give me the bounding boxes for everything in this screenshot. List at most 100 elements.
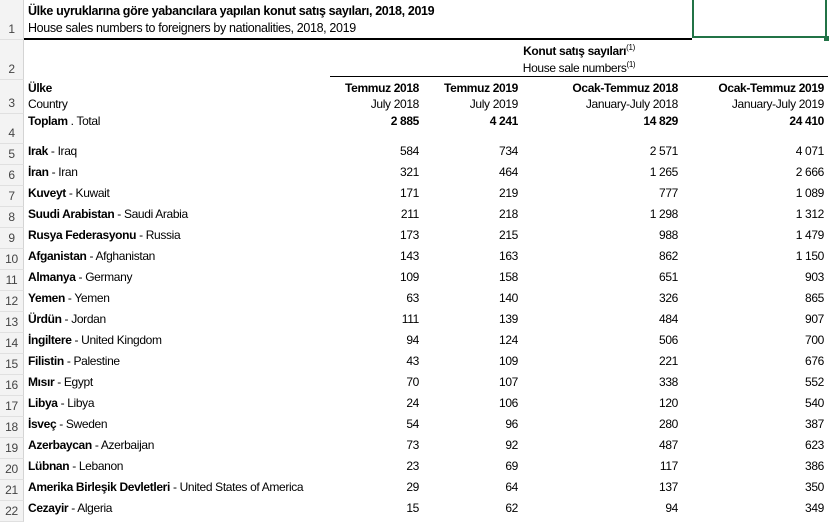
country-name-tr: Azerbaycan [28, 438, 92, 452]
value-cell: 109 [400, 270, 419, 284]
selected-cell[interactable] [692, 0, 827, 38]
value-cell: 865 [805, 291, 824, 305]
country-name-en: Egypt [63, 375, 93, 389]
country-name-en: Lebanon [78, 459, 124, 473]
value-cell: 651 [659, 270, 678, 284]
value-cell: 321 [400, 165, 419, 179]
row-header[interactable]: 11 [0, 270, 24, 291]
country-name-tr: Cezayir [28, 501, 69, 515]
value-cell: 349 [805, 501, 824, 515]
country-name-tr: Amerika Birleşik Devletleri [28, 480, 170, 494]
column-header-tr: Ocak-Temmuz 2019 [718, 81, 824, 95]
column-header-en: July 2018 [370, 97, 420, 111]
column-header-tr: Temmuz 2018 [345, 81, 419, 95]
value-cell: 552 [805, 375, 824, 389]
table-row: Suudi Arabistan - Saudi Arabia 211 218 1 29… [24, 207, 832, 228]
value-cell: 280 [659, 417, 678, 431]
row-header[interactable]: 22 [0, 501, 24, 522]
row-number: 22 [5, 504, 18, 518]
table-row: Ürdün - Jordan 111 139 484 907 [24, 312, 832, 333]
country-cell: İngiltere - United Kingdom [28, 333, 162, 351]
row-header[interactable]: 4 [0, 114, 24, 144]
country-header-en: Country [28, 97, 68, 111]
row-header[interactable]: 12 [0, 291, 24, 312]
value-cell: 137 [659, 480, 678, 494]
value-cell: 211 [400, 207, 419, 221]
row-header[interactable]: 2 [0, 40, 24, 80]
group-header-en: House sale numbers(1) [330, 60, 828, 80]
country-name-tr: Suudi Arabistan [28, 207, 115, 221]
country-cell: Rusya Federasyonu - Russia [28, 228, 181, 246]
value-cell: 215 [499, 228, 518, 242]
row-header[interactable]: 10 [0, 249, 24, 270]
row-header[interactable]: 1 [0, 0, 24, 40]
row-header[interactable]: 13 [0, 312, 24, 333]
row-header[interactable]: 6 [0, 165, 24, 186]
row-number: 7 [8, 189, 15, 203]
row-header[interactable]: 17 [0, 396, 24, 417]
separator: - [65, 186, 76, 200]
row-header[interactable]: 3 [0, 80, 24, 114]
row-header[interactable]: 14 [0, 333, 24, 354]
title-row: Ülke uyruklarına göre yabancılara yapıla… [24, 0, 832, 40]
column-header-en: January-July 2019 [731, 97, 824, 111]
country-name-en: Libya [67, 396, 95, 410]
value-cell: 111 [401, 312, 420, 326]
country-name-tr: Afganistan [28, 249, 87, 263]
separator: - [61, 312, 72, 326]
row-header[interactable]: 15 [0, 354, 24, 375]
row-header[interactable]: 18 [0, 417, 24, 438]
country-name-tr: Rusya Federasyonu [28, 228, 137, 242]
value-cell: 14 829 [643, 114, 678, 128]
value-cell: 734 [499, 144, 518, 158]
row-header[interactable]: 9 [0, 228, 24, 249]
table-row: Afganistan - Afghanistan 143 163 862 1 150 [24, 249, 832, 270]
country-cell: Mısır - Egypt [28, 375, 93, 393]
country-cell: Filistin - Palestine [28, 354, 120, 372]
row-number: 21 [5, 483, 18, 497]
value-cell: 94 [406, 333, 419, 347]
country-name-tr: İran [28, 165, 49, 179]
value-cell: 464 [499, 165, 518, 179]
row-number: 12 [5, 294, 18, 308]
country-name-tr: Lübnan [28, 459, 70, 473]
row-number: 18 [5, 420, 18, 434]
value-cell: 1 265 [649, 165, 679, 179]
country-name-en: United States of America [179, 480, 304, 494]
row-header[interactable]: 7 [0, 186, 24, 207]
row-number: 4 [8, 126, 15, 140]
value-cell: 2 571 [649, 144, 679, 158]
row-header[interactable]: 5 [0, 144, 24, 165]
country-name-en: Azerbaijan [100, 438, 155, 452]
row-header[interactable]: 20 [0, 459, 24, 480]
country-name-tr: Mısır [28, 375, 55, 389]
fill-handle[interactable] [824, 36, 829, 41]
row-number: 17 [5, 399, 18, 413]
country-name-tr: Filistin [28, 354, 64, 368]
value-cell: 69 [505, 459, 518, 473]
value-cell: 24 410 [789, 114, 824, 128]
row-number: 16 [5, 378, 18, 392]
table-row: Amerika Birleşik Devletleri - United Sta… [24, 480, 832, 501]
value-cell: 326 [659, 291, 678, 305]
country-cell: İran - Iran [28, 165, 78, 183]
table-row: Filistin - Palestine 43 109 221 676 [24, 354, 832, 375]
country-name-tr: Kuveyt [28, 186, 66, 200]
value-cell: 4 071 [795, 144, 825, 158]
row-number: 5 [8, 147, 15, 161]
value-cell: 221 [659, 354, 678, 368]
country-name-tr: İngiltere [28, 333, 72, 347]
row-header[interactable]: 21 [0, 480, 24, 501]
value-cell: 2 666 [795, 165, 825, 179]
separator: - [75, 270, 86, 284]
value-cell: 107 [499, 375, 518, 389]
value-cell: 143 [400, 249, 419, 263]
row-header[interactable]: 8 [0, 207, 24, 228]
value-cell: 907 [805, 312, 824, 326]
row-header[interactable]: 16 [0, 375, 24, 396]
row-header[interactable]: 19 [0, 438, 24, 459]
row-number: 1 [8, 22, 15, 36]
table-row: Almanya - Germany 109 158 651 903 [24, 270, 832, 291]
title-en: House sales numbers to foreigners by nat… [28, 21, 356, 35]
value-cell: 23 [406, 459, 419, 473]
